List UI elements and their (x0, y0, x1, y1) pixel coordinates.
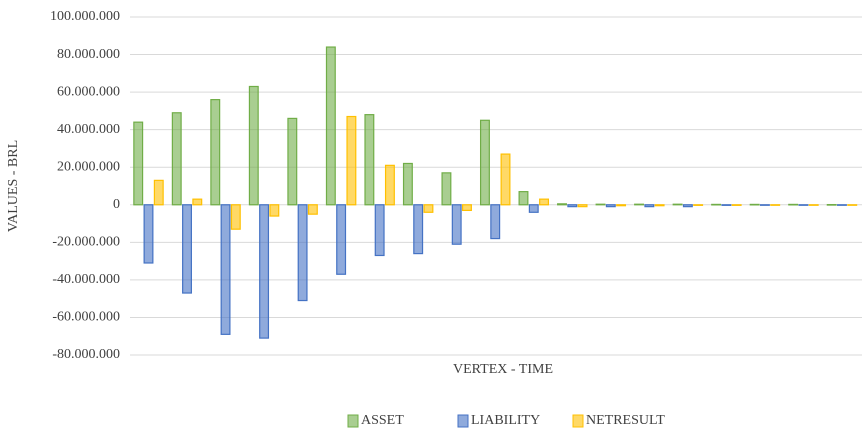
legend-label: ASSET (361, 413, 404, 428)
bar (788, 203, 799, 206)
bar (826, 203, 837, 206)
bar (539, 198, 549, 206)
x-axis-title: VERTEX - TIME (453, 362, 553, 377)
bar (423, 204, 434, 213)
bar (567, 204, 578, 208)
bar (248, 85, 259, 206)
legend-swatch (457, 414, 469, 428)
bar (682, 204, 693, 208)
bar (693, 204, 704, 206)
bar (182, 204, 192, 294)
y-tick-label: -60.000.000 (52, 310, 120, 325)
bar (364, 114, 375, 206)
y-tick-label: 80.000.000 (57, 47, 120, 62)
bar (171, 112, 182, 206)
bar (518, 191, 529, 206)
y-tick-label: 20.000.000 (57, 159, 120, 174)
bar (770, 204, 781, 206)
bar (808, 204, 819, 206)
bar (220, 204, 231, 335)
bar (798, 204, 809, 206)
bar (721, 204, 732, 206)
bar (192, 198, 203, 206)
y-tick-label: -80.000.000 (52, 347, 120, 362)
bar (490, 204, 501, 240)
y-tick-label: -20.000.000 (52, 235, 120, 250)
bar (616, 204, 627, 207)
bar (413, 204, 424, 255)
bar (462, 204, 472, 212)
bar (325, 46, 336, 206)
y-tick-label: 40.000.000 (57, 122, 120, 137)
bar (749, 203, 760, 206)
y-tick-label: 60.000.000 (57, 84, 120, 99)
legend-label: NETRESULT (586, 413, 665, 428)
bar (143, 204, 154, 264)
bar (297, 204, 308, 302)
bar (847, 204, 858, 206)
bar (577, 204, 588, 208)
bar (731, 204, 742, 206)
bar (307, 204, 318, 215)
bar (346, 115, 357, 206)
bar (230, 204, 241, 230)
y-tick-label: -40.000.000 (52, 272, 120, 287)
bar (402, 162, 413, 206)
bar (605, 204, 616, 208)
bar (479, 119, 490, 206)
y-tick-label: 0 (113, 197, 120, 212)
bar (269, 204, 280, 217)
bar (153, 179, 164, 206)
bar (210, 99, 221, 206)
legend-swatch (347, 414, 359, 428)
bar (672, 203, 683, 206)
bar (287, 117, 298, 206)
bar (384, 164, 395, 206)
bar (836, 204, 847, 206)
bar (634, 203, 645, 206)
bar (528, 204, 539, 213)
bar (759, 204, 770, 206)
legend-swatch (572, 414, 584, 428)
bar (336, 204, 347, 275)
bar (500, 153, 511, 206)
bar (654, 204, 665, 207)
bar (441, 172, 452, 206)
y-tick-label: 100.000.000 (50, 9, 120, 24)
bar (451, 204, 462, 245)
y-axis-title: VALUES - BRL (6, 140, 21, 232)
bar (133, 121, 144, 206)
bar (644, 204, 655, 208)
legend-label: LIABILITY (471, 413, 540, 428)
bar (557, 203, 567, 206)
bar (595, 203, 606, 206)
bar (711, 203, 722, 206)
bar (259, 204, 270, 339)
bar (374, 204, 385, 257)
